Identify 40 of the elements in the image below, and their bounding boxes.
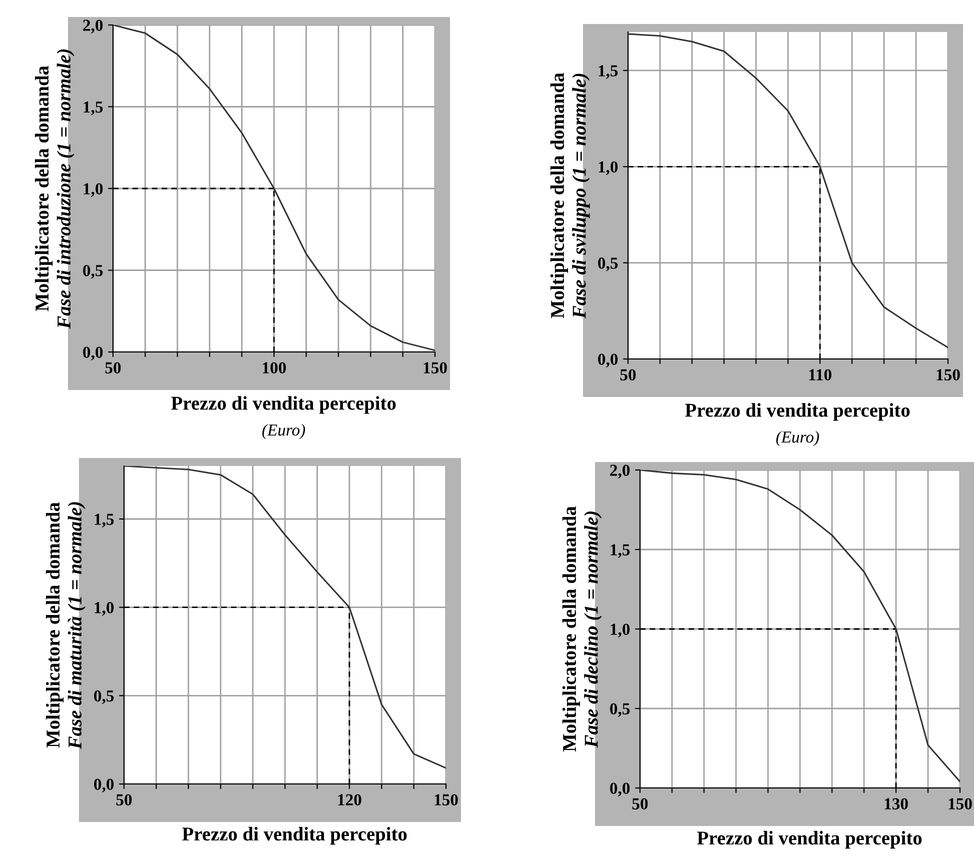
x-axis-title: Prezzo di vendita percepito: [171, 396, 396, 414]
y-axis-title: Moltiplicatore della domanda Fase di declino (1 = normale): [562, 506, 602, 752]
y-tick-label: 1,5: [94, 514, 114, 528]
x-axis-title: Prezzo di vendita percepito: [697, 830, 922, 849]
x-tick-label: 150: [936, 369, 960, 380]
y-axis-title: Moltiplicatore della domanda Fase di maturità (1 = normale): [46, 502, 86, 750]
text: (Euro): [262, 424, 306, 440]
y-tick-label: 2,0: [610, 464, 630, 478]
y-tick-label: 0,0: [94, 778, 114, 792]
y-tick-label: 1,0: [610, 624, 630, 638]
y-tick-label: 0,0: [610, 782, 630, 796]
x-axis-title: Prezzo di vendita percepito: [685, 403, 910, 421]
y-tick-label: 0,5: [610, 703, 630, 717]
y-axis-title: Moltiplicatore della domanda Fase di sviluppo (1 = normale): [550, 72, 590, 319]
x-tick-label: 50: [116, 794, 132, 806]
y-tick-label: 0,5: [83, 264, 103, 279]
y-tick-label: 0,5: [94, 690, 114, 704]
x-tick-label: 50: [620, 369, 636, 380]
y-tick-label: 2,0: [83, 20, 103, 34]
y-tick-label: 0,0: [598, 354, 618, 368]
x-tick-label: 110: [809, 369, 832, 380]
x-tick-label: 150: [948, 798, 972, 810]
y-tick-label: 0,5: [598, 258, 618, 272]
x-tick-label: 150: [434, 794, 458, 806]
y-tick-label: 1,5: [84, 102, 103, 116]
text: (Euro): [776, 430, 819, 446]
y-tick-label: 1,0: [94, 602, 114, 616]
x-tick-label: 120: [338, 794, 362, 806]
x-tick-label: 50: [632, 798, 648, 810]
y-tick-label: 1,5: [598, 65, 618, 79]
y-tick-label: 1,5: [610, 544, 630, 558]
x-tick-label: 130: [884, 798, 908, 810]
y-axis-title: Moltiplicatore della domanda Fase di introduzione (1 = normale): [34, 49, 74, 329]
y-tick-label: 1,0: [84, 183, 103, 197]
x-tick-label: 150: [424, 362, 447, 374]
x-tick-label: 50: [105, 362, 121, 374]
x-axis-title: Prezzo di vendita percepito: [182, 826, 407, 845]
y-tick-label: 1,0: [598, 161, 618, 176]
x-tick-label: 100: [262, 362, 286, 374]
y-tick-label: 0,0: [83, 346, 103, 360]
